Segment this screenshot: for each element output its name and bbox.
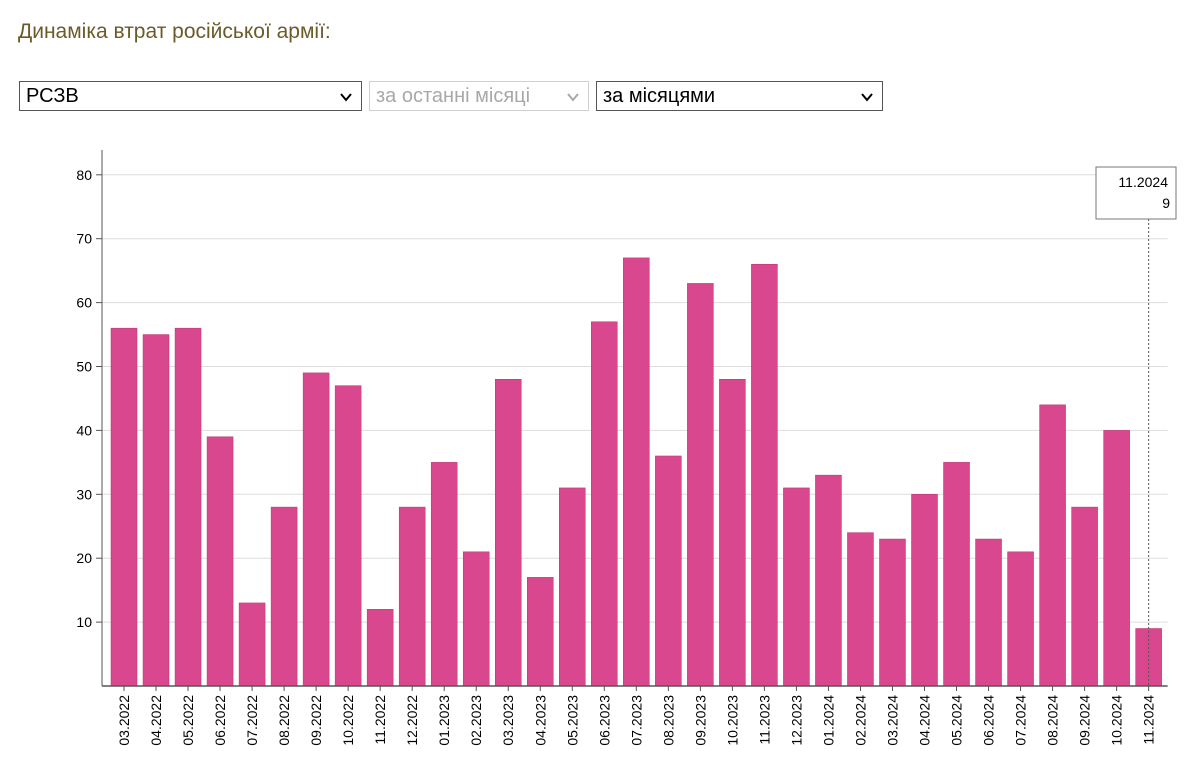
- y-tick-label: 70: [76, 231, 92, 247]
- x-tick-label: 11.2022: [372, 695, 388, 745]
- x-tick-label: 08.2022: [276, 695, 292, 746]
- x-tick-label: 06.2023: [596, 695, 612, 746]
- y-tick-label: 40: [76, 422, 92, 438]
- y-tick-label: 80: [76, 167, 92, 183]
- bar-05.2023[interactable]: [559, 487, 586, 687]
- x-tick-label: 11.2024: [1141, 695, 1157, 745]
- tooltip-label: 11.2024: [1118, 174, 1168, 190]
- bar-11.2022[interactable]: [366, 609, 394, 687]
- x-tick-label: 09.2023: [692, 695, 708, 746]
- x-tick-label: 08.2023: [660, 695, 676, 746]
- x-tick-label: 06.2022: [212, 695, 228, 746]
- bar-10.2024[interactable]: [1103, 430, 1130, 687]
- bar-03.2022[interactable]: [110, 327, 138, 687]
- x-tick-label: 09.2024: [1077, 695, 1093, 746]
- x-tick-label: 07.2022: [244, 695, 260, 746]
- bar-07.2024[interactable]: [1007, 551, 1034, 687]
- bar-04.2022[interactable]: [142, 334, 170, 687]
- y-tick-label: 20: [76, 550, 92, 566]
- bar-09.2024[interactable]: [1071, 506, 1098, 687]
- grouping-select[interactable]: за місяцями: [596, 81, 883, 111]
- x-tick-label: 03.2024: [884, 695, 900, 746]
- tooltip-value: 9: [1162, 195, 1170, 211]
- bar-08.2024[interactable]: [1039, 404, 1066, 687]
- chevron-down-icon: [567, 93, 579, 102]
- bar-06.2024[interactable]: [975, 538, 1002, 687]
- bar-01.2023[interactable]: [430, 462, 458, 687]
- x-tick-label: 05.2023: [564, 695, 580, 746]
- bar-08.2023[interactable]: [655, 455, 682, 687]
- bar-04.2023[interactable]: [527, 577, 554, 687]
- x-tick-label: 08.2024: [1045, 695, 1061, 746]
- x-tick-label: 03.2023: [500, 695, 516, 746]
- bar-11.2024[interactable]: [1135, 628, 1162, 687]
- y-tick-label: 50: [76, 359, 92, 375]
- bar-04.2024[interactable]: [911, 494, 938, 687]
- bar-05.2022[interactable]: [174, 327, 202, 687]
- bar-09.2023[interactable]: [687, 283, 714, 687]
- chevron-down-icon: [340, 93, 352, 102]
- bar-02.2023[interactable]: [462, 551, 490, 687]
- y-tick-label: 30: [76, 486, 92, 502]
- x-tick-label: 10.2022: [340, 695, 356, 746]
- bar-03.2023[interactable]: [494, 379, 522, 687]
- grouping-select-value: за місяцями: [603, 84, 716, 107]
- y-tick-label: 10: [76, 614, 92, 630]
- x-tick-label: 04.2022: [148, 695, 164, 746]
- x-tick-label: 09.2022: [308, 695, 324, 746]
- x-tick-label: 12.2023: [788, 695, 804, 746]
- bar-chart: 10 20 30 40 50 60 70 80 03.2022 04.2022 05.2022 06.…: [76, 150, 1177, 746]
- x-tick-label: 11.2023: [756, 695, 772, 745]
- x-tick-label: 02.2023: [468, 695, 484, 746]
- period-select-value: за останні місяці: [376, 84, 531, 107]
- metric-select-value: РСЗВ: [26, 84, 79, 107]
- x-tick-label: 07.2024: [1013, 695, 1029, 746]
- x-tick-label: 05.2024: [949, 695, 965, 746]
- y-tick-label: 60: [76, 295, 92, 311]
- bar-02.2024[interactable]: [847, 532, 874, 687]
- bar-06.2023[interactable]: [591, 321, 618, 687]
- x-tick-label: 05.2022: [180, 695, 196, 746]
- chevron-down-icon: [861, 93, 873, 102]
- bar-07.2023[interactable]: [623, 257, 650, 687]
- period-select[interactable]: за останні місяці: [369, 81, 589, 111]
- bar-10.2023[interactable]: [719, 379, 746, 687]
- bar-12.2022[interactable]: [398, 506, 426, 687]
- bar-08.2022[interactable]: [270, 506, 298, 687]
- bar-10.2022[interactable]: [334, 385, 362, 687]
- tooltip-box: [1095, 166, 1177, 220]
- x-tick-label: 02.2024: [852, 695, 868, 746]
- x-tick-label: 10.2024: [1109, 695, 1125, 746]
- bar-05.2024[interactable]: [943, 462, 970, 687]
- bar-01.2024[interactable]: [815, 474, 842, 687]
- x-tick-label: 01.2023: [436, 695, 452, 746]
- x-tick-label: 04.2023: [532, 695, 548, 746]
- bar-09.2022[interactable]: [302, 372, 330, 687]
- bar-03.2024[interactable]: [879, 538, 906, 687]
- bar-12.2023[interactable]: [783, 487, 810, 687]
- x-tick-label: 01.2024: [820, 695, 836, 746]
- bar-11.2023[interactable]: [751, 264, 778, 687]
- x-tick-label: 12.2022: [404, 695, 420, 746]
- page-title: Динаміка втрат російської армії:: [18, 20, 331, 43]
- x-tick-label: 07.2023: [628, 695, 644, 746]
- x-tick-label: 03.2022: [116, 695, 132, 746]
- bar-07.2022[interactable]: [238, 602, 266, 687]
- metric-select[interactable]: РСЗВ: [19, 81, 362, 111]
- x-tick-label: 04.2024: [917, 695, 933, 746]
- bar-06.2022[interactable]: [206, 436, 234, 687]
- x-tick-label: 10.2023: [724, 695, 740, 746]
- x-tick-label: 06.2024: [981, 695, 997, 746]
